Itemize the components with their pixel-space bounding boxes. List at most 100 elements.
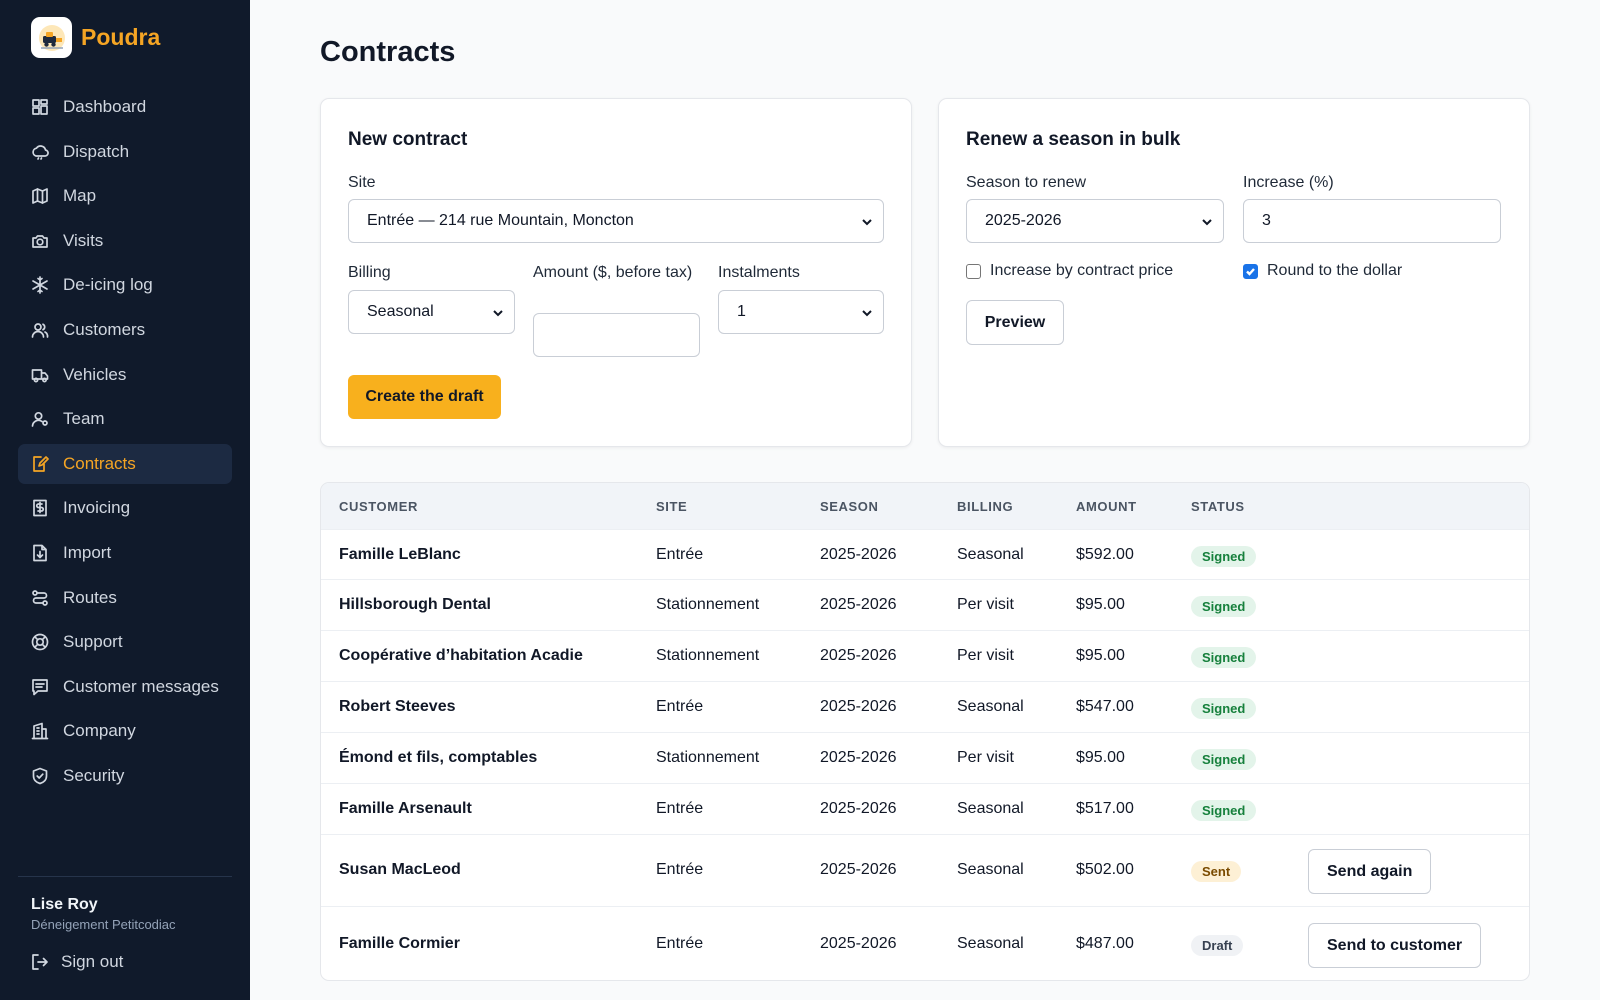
billing-select-value: Seasonal [367,303,434,320]
new-contract-title: New contract [348,129,468,150]
billing-select[interactable]: Seasonal [348,290,515,334]
season-select[interactable]: 2025-2026 [966,199,1224,243]
chevron-down-icon [861,215,873,227]
sidebar-item-de-icing-log[interactable]: De-icing log [18,265,232,305]
user-icon [31,410,49,428]
amount-cell: $517.00 [1076,800,1134,817]
season-cell: 2025-2026 [820,698,897,715]
sidebar-item-dispatch[interactable]: Dispatch [18,132,232,172]
amount-label: Amount ($, before tax) [533,264,693,281]
status-badge: Signed [1191,800,1257,821]
send-again-button[interactable]: Send again [1308,849,1432,894]
sidebar-nav: Dashboard Dispatch Map Visits De-icing l… [18,87,232,801]
sidebar-item-company[interactable]: Company [18,711,232,751]
bulk-renew-card: Renew a season in bulk Season to renew 2… [938,98,1530,447]
chevron-down-icon [861,306,873,318]
sidebar-item-contracts[interactable]: Contracts [18,443,232,484]
sidebar-item-team[interactable]: Team [18,399,232,439]
new-contract-card: New contract Site Entrée — 214 rue Mount… [320,98,912,447]
amount-input[interactable] [533,313,700,357]
header-amount[interactable]: AMOUNT [1076,499,1137,514]
sidebar-divider [18,876,232,877]
increase-input[interactable]: 3 [1243,199,1501,243]
increase-by-contract-price-label: Increase by contract price [990,262,1174,279]
season-cell: 2025-2026 [820,935,897,952]
check-icon [1246,267,1255,276]
season-cell: 2025-2026 [820,800,897,817]
sidebar-item-routes[interactable]: Routes [18,578,232,618]
table-row[interactable]: Famille Arsenault Entrée 2025-2026 Seasonal… [321,783,1529,834]
billing-cell: Per visit [957,596,1014,613]
table-row[interactable]: Famille LeBlanc Entrée 2025-2026 Seasonal $5… [321,529,1529,580]
sidebar-item-label: Contracts [63,453,136,473]
sign-out-label: Sign out [61,952,124,971]
sidebar-item-label: Customers [63,319,146,339]
site-cell: Entrée [656,698,704,715]
status-badge: Signed [1191,698,1257,719]
site-cell: Stationnement [656,647,760,664]
preview-button[interactable]: Preview [966,300,1064,345]
sidebar-item-visits[interactable]: Visits [18,221,232,261]
table-row[interactable]: Susan MacLeod Entrée 2025-2026 Seasonal $502… [321,834,1529,906]
sidebar-item-label: Routes [63,587,117,607]
billing-label: Billing [348,264,391,281]
sidebar-item-invoicing[interactable]: Invoicing [18,488,232,528]
contract-icon [31,455,49,473]
dashboard-icon [31,98,49,116]
table-row[interactable]: Famille Cormier Entrée 2025-2026 Seasonal $4… [321,906,1529,980]
status-badge: Signed [1191,749,1257,770]
customer-cell: Famille Cormier [339,935,460,952]
sidebar-item-label: Team [63,409,105,429]
dispatch-icon [31,143,49,161]
table-row[interactable]: Hillsborough Dental Stationnement 2025-202… [321,579,1529,630]
invoice-icon [31,499,49,517]
page-title: Contracts [320,36,456,68]
billing-cell: Seasonal [957,546,1024,563]
header-billing[interactable]: BILLING [957,499,1014,514]
header-site[interactable]: SITE [656,499,688,514]
sidebar-item-dashboard[interactable]: Dashboard [18,87,232,127]
sidebar-item-vehicles[interactable]: Vehicles [18,355,232,395]
season-label: Season to renew [966,174,1087,191]
status-badge: Signed [1191,596,1257,617]
sidebar-item-customer-messages[interactable]: Customer messages [18,667,232,707]
amount-cell: $95.00 [1076,749,1125,766]
increase-by-contract-price-option[interactable]: Increase by contract price [966,262,1173,280]
header-status[interactable]: STATUS [1191,499,1245,514]
sign-out-button[interactable]: Sign out [31,952,123,972]
brand[interactable]: Poudra [31,17,160,58]
site-select[interactable]: Entrée — 214 rue Mountain, Moncton [348,199,884,243]
sidebar-item-map[interactable]: Map [18,176,232,216]
round-to-dollar-checkbox[interactable] [1243,263,1258,279]
round-to-dollar-option[interactable]: Round to the dollar [1243,262,1402,280]
brand-name: Poudra [81,24,161,50]
sidebar-item-label: Dashboard [63,97,147,116]
sidebar-item-label: Support [63,632,123,652]
contracts-table: CUSTOMER SITE SEASON BILLING AMOUNT STAT… [320,482,1530,981]
billing-cell: Seasonal [957,935,1024,952]
sidebar-item-support[interactable]: Support [18,622,232,662]
increase-by-contract-price-checkbox[interactable] [966,263,981,279]
increase-input-value: 3 [1262,212,1271,229]
logo-icon [31,17,72,58]
season-cell: 2025-2026 [820,749,897,766]
round-to-dollar-label: Round to the dollar [1267,262,1403,279]
table-header: CUSTOMER SITE SEASON BILLING AMOUNT STAT… [321,483,1529,529]
table-row[interactable]: Coopérative d’habitation Acadie Stationne… [321,630,1529,681]
create-draft-button[interactable]: Create the draft [348,375,501,419]
table-row[interactable]: Émond et fils, comptables Stationnement 20… [321,732,1529,783]
table-row[interactable]: Robert Steeves Entrée 2025-2026 Seasonal $54… [321,681,1529,732]
sidebar-item-security[interactable]: Security [18,756,232,796]
instalments-select[interactable]: 1 [718,290,884,334]
header-customer[interactable]: CUSTOMER [339,499,418,514]
header-season[interactable]: SEASON [820,499,879,514]
sidebar-item-label: De-icing log [63,275,153,295]
send-to-customer-button[interactable]: Send to customer [1308,923,1482,968]
sidebar-item-label: Company [63,721,136,741]
amount-cell: $547.00 [1076,698,1134,715]
status-badge: Sent [1191,861,1242,882]
site-label: Site [348,174,376,191]
season-cell: 2025-2026 [820,596,897,613]
sidebar-item-customers[interactable]: Customers [18,310,232,350]
sidebar-item-import[interactable]: Import [18,533,232,573]
